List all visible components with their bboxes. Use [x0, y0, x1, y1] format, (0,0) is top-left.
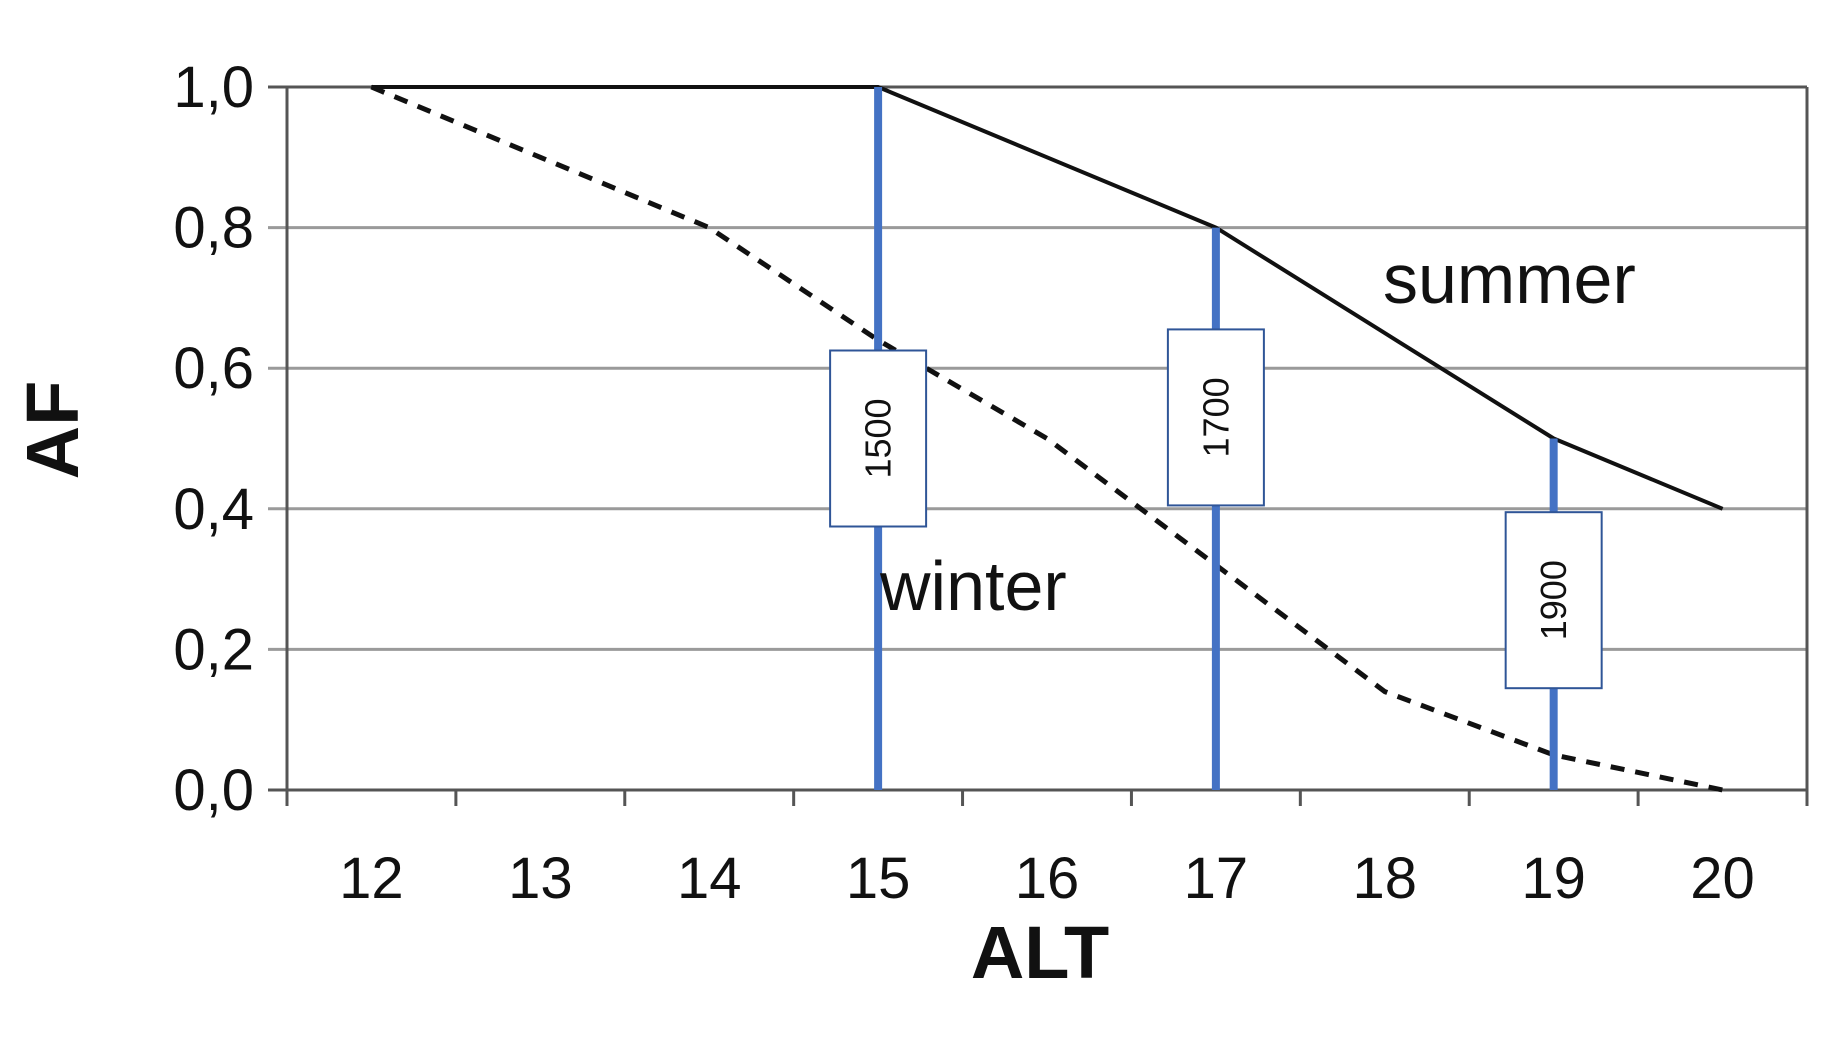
x-tick-label: 15 [846, 846, 911, 911]
y-axis-title: AF [11, 381, 94, 480]
x-tick-label: 18 [1353, 846, 1418, 911]
x-tick-label: 13 [508, 846, 573, 911]
y-tick-label: 1,0 [173, 55, 254, 120]
x-tick-label: 17 [1184, 846, 1249, 911]
y-tick-label: 0,6 [173, 336, 254, 401]
x-tick-label: 16 [1015, 846, 1080, 911]
y-tick-label: 0,4 [173, 477, 254, 542]
axes [285, 87, 1809, 806]
y-tick-label: 0,8 [173, 196, 254, 261]
series-lines [370, 84, 1724, 793]
series-line-summer [371, 85, 1724, 511]
x-tick-label: 19 [1521, 846, 1586, 911]
labels: ALT AF summer winter 1,0 0,8 0,6 0,4 0,2 0,0 1… [11, 55, 1755, 994]
altitude-markers: 1500 1700 1900 [829, 87, 1603, 790]
marker-box-1500 [829, 349, 928, 528]
x-tick-label: 12 [339, 846, 404, 911]
y-tick-label: 0,0 [173, 758, 254, 823]
marker-box-1700 [1166, 328, 1265, 507]
series-label-winter: winter [879, 547, 1067, 625]
marker-label-1900: 1900 [1533, 560, 1574, 640]
marker-label-1700: 1700 [1195, 377, 1236, 457]
series-line-winter [370, 84, 1724, 793]
y-tick-label: 0,2 [173, 617, 254, 682]
marker-box-1900 [1504, 511, 1603, 690]
x-tick-label: 20 [1690, 846, 1755, 911]
x-tick-label: 14 [677, 846, 742, 911]
series-label-summer: summer [1383, 240, 1636, 318]
marker-label-1500: 1500 [858, 398, 899, 478]
x-axis-title: ALT [971, 911, 1109, 994]
